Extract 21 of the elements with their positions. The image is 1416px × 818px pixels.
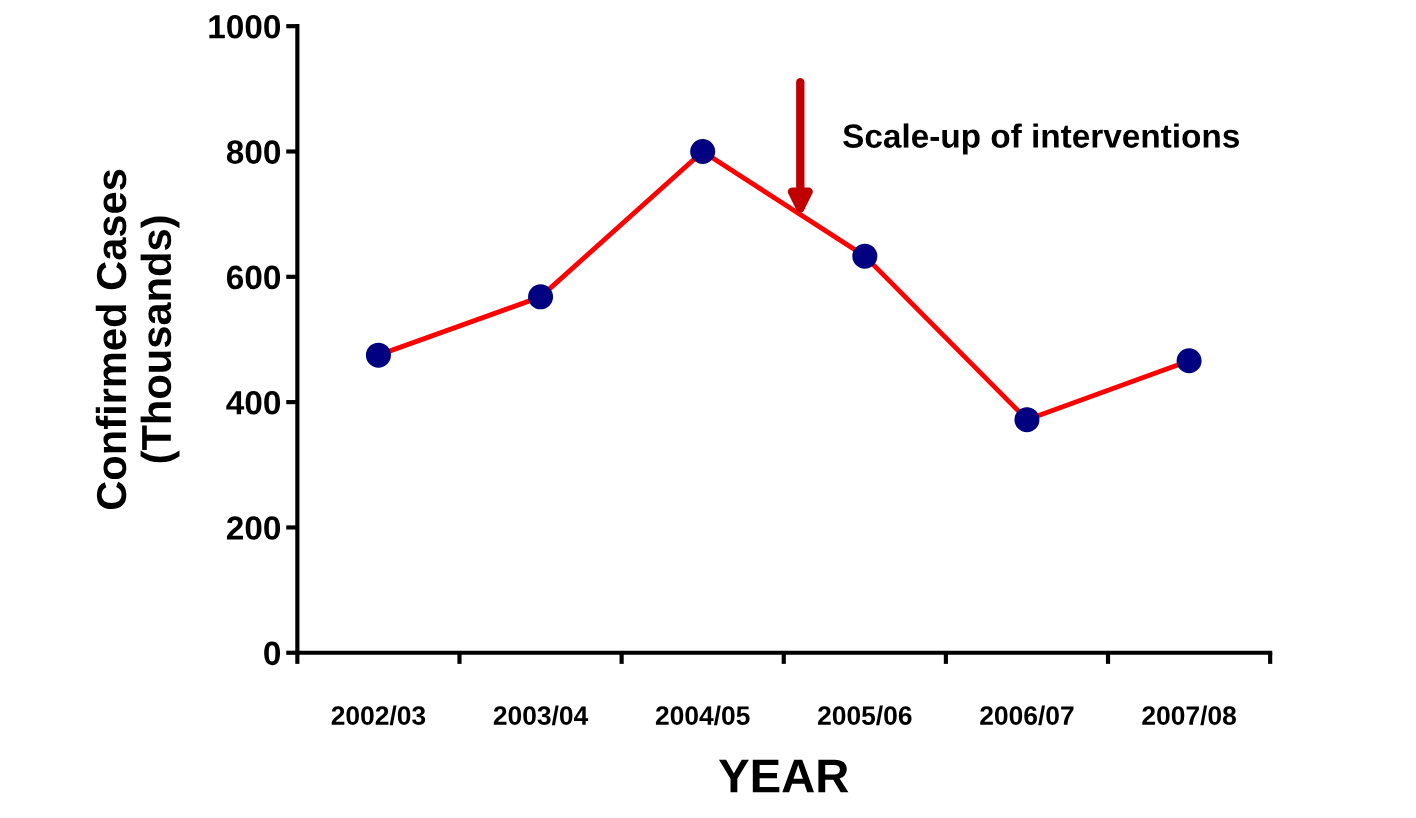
y-tick-label: 0 xyxy=(264,641,281,666)
x-tick-label: 2006/07 xyxy=(980,705,1074,726)
point xyxy=(528,284,554,310)
annotation: Scale-up of interventions xyxy=(843,123,1239,155)
x-axis-title: YEAR xyxy=(718,759,849,793)
y-tick-label: 1000 xyxy=(209,14,281,39)
y-tick-label: 200 xyxy=(226,516,281,540)
point xyxy=(852,243,878,269)
y-tick-label: 800 xyxy=(226,140,281,164)
x-tick-label: 2004/05 xyxy=(655,705,750,726)
x-tick-label: 2002/03 xyxy=(331,705,426,726)
point xyxy=(1014,407,1040,433)
point xyxy=(365,342,391,368)
x-tick-label: 2007/08 xyxy=(1142,705,1236,726)
point xyxy=(690,138,716,164)
point xyxy=(1176,348,1202,374)
x-tick-label: 2005/06 xyxy=(818,705,912,726)
y-axis-title: Confirmed Cases (Thousands) xyxy=(95,169,180,510)
y-tick-label: 600 xyxy=(227,265,281,290)
x-tick-label: 2003/04 xyxy=(493,705,589,726)
y-tick-label: 400 xyxy=(226,390,281,415)
